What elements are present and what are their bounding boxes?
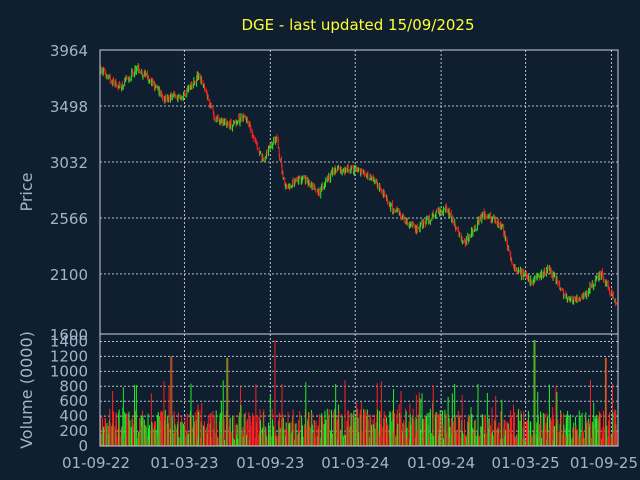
x-tick-label: 01-03-24 (321, 454, 389, 472)
price-y-tick-label: 2100 (50, 266, 88, 284)
chart-title: DGE - last updated 15/09/2025 (241, 16, 474, 34)
volume-y-tick-label: 1400 (50, 332, 88, 350)
volume-y-tick-label: 200 (59, 422, 88, 440)
volume-panel-frame (99, 333, 619, 447)
x-tick-label: 01-03-25 (492, 454, 560, 472)
price-y-tick-label: 3032 (50, 154, 88, 172)
volume-y-tick-label: 0 (78, 437, 88, 455)
volume-axis-label: Volume (0000) (17, 331, 36, 449)
date-x-ticks: 01-09-22 01-03-23 01-09-23 01-03-24 01-09-24… (62, 454, 638, 472)
price-y-ticks: 3964 3498 3032 2566 2100 1600 (50, 42, 88, 344)
price-y-tick-label: 1600 (50, 326, 88, 344)
x-tick-label: 01-03-23 (150, 454, 218, 472)
x-tick-label: 01-09-22 (62, 454, 130, 472)
price-y-tick-label: 2566 (50, 210, 88, 228)
x-tick-label: 01-09-25 (570, 454, 638, 472)
price-axis-label: Price (17, 172, 36, 211)
price-y-tick-label: 3964 (50, 42, 88, 60)
price-gridlines (100, 49, 618, 335)
price-y-tick-label: 3498 (50, 98, 88, 116)
x-tick-label: 01-09-24 (407, 454, 475, 472)
volume-bars (99, 339, 619, 446)
volume-y-tick-label: 400 (59, 407, 88, 425)
volume-y-tick-label: 1000 (50, 362, 88, 380)
x-tick-label: 01-09-23 (236, 454, 304, 472)
volume-y-tick-label: 800 (59, 377, 88, 395)
volume-y-tick-label: 600 (59, 392, 88, 410)
volume-y-tick-label: 1200 (50, 347, 88, 365)
price-candles (99, 63, 619, 313)
